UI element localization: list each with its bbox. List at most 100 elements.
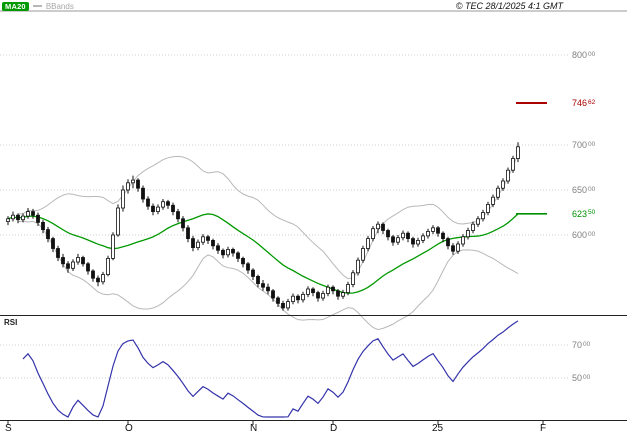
candle-body (46, 229, 50, 240)
candle-body (421, 235, 425, 241)
candle-body (261, 283, 265, 288)
candle-body (481, 212, 485, 220)
candle-body (196, 241, 200, 248)
bbands-legend-label: BBands (45, 1, 74, 11)
candle-body (356, 259, 360, 274)
candle-body (281, 302, 285, 309)
copyright-text: © TEC 28/1/2025 4:1 GMT (455, 1, 563, 11)
candle-body (386, 230, 390, 238)
candle-body (26, 211, 30, 217)
candle-body (221, 249, 225, 256)
price-axis-label-623: 62350 (572, 208, 596, 219)
candle-body (161, 201, 165, 208)
candle-body (436, 227, 440, 234)
candle-body (351, 272, 355, 285)
candle-body (16, 214, 20, 221)
candle-body (6, 218, 10, 222)
price-axis-label-746: 74662 (572, 98, 596, 109)
candle-body (406, 232, 410, 239)
candle-body (86, 263, 90, 272)
price-axis-label-800: 80000 (572, 50, 596, 60)
candle-body (461, 236, 465, 245)
candle-body (126, 182, 130, 191)
candle-body (456, 243, 460, 252)
candle-body (511, 158, 515, 171)
candle-body (91, 270, 95, 279)
candle-body (61, 257, 65, 265)
candle-body (211, 239, 215, 247)
candle-body (241, 257, 245, 265)
ma20-legend-chip: MA20 (2, 1, 29, 11)
ma20-line (7, 213, 519, 294)
rsi-axis-label-70: 7000 (572, 340, 591, 350)
candle-body (251, 269, 255, 277)
rsi-axis-label-50: 5000 (572, 373, 591, 383)
candle-body (506, 169, 510, 182)
candle-body (136, 179, 140, 189)
candle-body (396, 237, 400, 243)
candle-body (181, 218, 185, 229)
candle-body (56, 248, 60, 258)
candle-body (146, 198, 150, 207)
candle-body (321, 293, 325, 299)
candle-body (416, 239, 420, 245)
candle-body (171, 204, 175, 213)
candle-body (311, 288, 315, 293)
candle-body (101, 274, 105, 283)
candle-body (376, 223, 380, 230)
x-axis-label-O: O (125, 423, 133, 434)
candle-body (81, 257, 85, 265)
bbands-legend-swatch (32, 5, 42, 7)
candle-body (186, 227, 190, 240)
price-axis-label-650: 65000 (572, 185, 596, 195)
candle-body (96, 277, 100, 283)
candle-body (366, 238, 370, 249)
candle-body (501, 180, 505, 189)
candle-body (516, 146, 520, 159)
candle-body (236, 252, 240, 259)
candle-body (166, 201, 170, 206)
candle-body (156, 206, 160, 213)
x-axis-label-25: 25 (432, 423, 444, 434)
candle-body (66, 263, 70, 269)
candle-body (361, 248, 365, 261)
candle-body (266, 286, 270, 292)
candle-body (246, 263, 250, 271)
candle-body (286, 301, 290, 309)
x-axis-label-D: D (330, 423, 338, 434)
candle-body (346, 284, 350, 294)
candle-body (121, 189, 125, 209)
candle-body (466, 230, 470, 238)
candle-body (431, 227, 435, 232)
candle-body (36, 214, 40, 223)
candle-body (106, 257, 110, 275)
candle-body (496, 187, 500, 198)
candle-body (76, 257, 80, 263)
candle-body (326, 286, 330, 294)
bollinger-lower-band (17, 220, 519, 331)
candle-body (401, 232, 405, 239)
candle-body (471, 223, 475, 231)
candle-body (31, 211, 35, 216)
bollinger-upper-band (17, 153, 519, 280)
candle-body (451, 245, 455, 252)
candle-body (486, 203, 490, 213)
candle-body (371, 228, 375, 239)
x-axis-label-N: N (250, 423, 258, 434)
candle-body (226, 248, 230, 256)
candle-body (411, 238, 415, 245)
candle-body (391, 236, 395, 243)
candle-body (441, 232, 445, 239)
candle-body (206, 236, 210, 241)
candle-body (51, 238, 55, 249)
rsi-panel-title: RSI (4, 318, 18, 327)
candle-body (151, 205, 155, 212)
candle-body (301, 293, 305, 301)
candle-body (331, 286, 335, 292)
price-axis-label-700: 70000 (572, 140, 596, 150)
indicator-legend: MA20 BBands (2, 1, 74, 11)
candle-body (21, 215, 25, 221)
candle-body (341, 292, 345, 297)
x-axis-label-F: F (540, 423, 547, 434)
